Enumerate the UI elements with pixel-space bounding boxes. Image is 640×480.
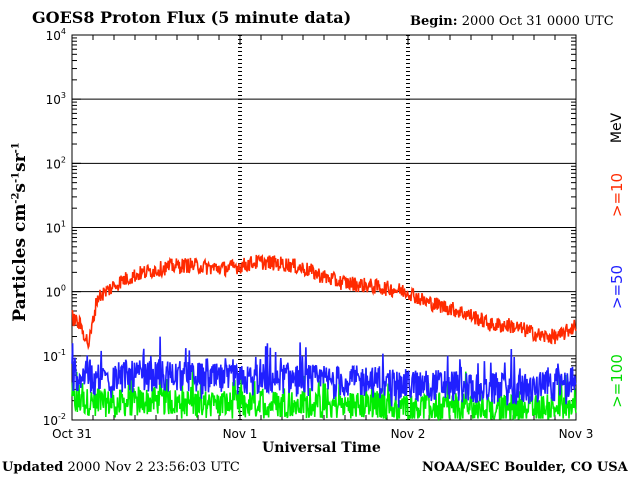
begin-label: Begin: [410, 14, 458, 29]
x-tick-label: Nov 3 [559, 427, 594, 441]
chart-title: GOES8 Proton Flux (5 minute data) [32, 8, 352, 27]
y-tick-label: 10-2 [43, 412, 66, 428]
updated-timestamp: Updated 2000 Nov 2 23:56:03 UTC [2, 460, 240, 475]
y-tick-label: 104 [46, 27, 66, 43]
series-p10-line [71, 254, 577, 351]
y-tick-label: 102 [46, 155, 66, 171]
credit-text: NOAA/SEC Boulder, CO USA [422, 460, 628, 475]
y-tick-label: 103 [46, 91, 66, 107]
y-tick-label: 100 [46, 284, 66, 300]
x-tick-label: Nov 2 [391, 427, 426, 441]
series-p50-line [71, 336, 577, 408]
y-tick-label: 101 [46, 220, 66, 236]
begin-value: 2000 Oct 31 0000 UTC [461, 14, 614, 29]
begin-timestamp: Begin: 2000 Oct 31 0000 UTC [410, 14, 614, 29]
x-axis-label: Universal Time [262, 440, 381, 456]
x-tick-label: Oct 31 [52, 427, 92, 441]
x-tick-label: Nov 1 [223, 427, 258, 441]
updated-value: 2000 Nov 2 23:56:03 UTC [67, 460, 240, 475]
updated-label: Updated [2, 460, 64, 475]
y-tick-label: 10-1 [43, 348, 66, 364]
